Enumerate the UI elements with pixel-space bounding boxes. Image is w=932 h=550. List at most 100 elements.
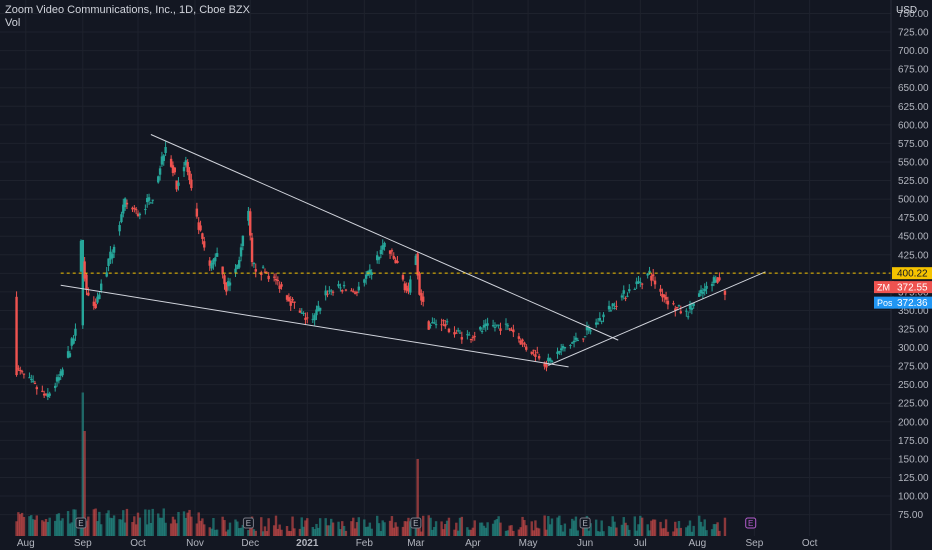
volume-bar xyxy=(17,512,20,536)
candle-body xyxy=(471,337,475,339)
volume-bar xyxy=(506,530,510,536)
volume-bar xyxy=(304,520,307,536)
volume-bar xyxy=(456,530,460,536)
candle-body xyxy=(109,251,112,260)
candle-body xyxy=(394,259,397,264)
candle-body xyxy=(703,288,706,292)
price-label-name: ZM xyxy=(877,283,890,293)
price-label-tag xyxy=(874,296,894,309)
volume-bar xyxy=(431,529,434,536)
candle-body xyxy=(291,298,294,301)
volume-bar xyxy=(100,524,103,536)
volume-bar xyxy=(422,515,425,536)
volume-bar xyxy=(686,525,690,536)
candle-body xyxy=(177,182,180,186)
x-tick-label: Oct xyxy=(130,538,146,549)
earnings-marker[interactable]: E xyxy=(75,517,87,529)
grid xyxy=(0,0,891,536)
earnings-icon[interactable] xyxy=(410,517,422,529)
candle-body xyxy=(422,296,425,302)
candle-body xyxy=(190,179,193,189)
candle-body xyxy=(203,241,206,248)
volume-bar xyxy=(661,528,664,536)
candle-body xyxy=(208,260,211,266)
volume-bar xyxy=(151,508,154,536)
candle-body xyxy=(456,330,460,332)
volume-bar xyxy=(572,520,576,536)
candle-body xyxy=(545,363,548,368)
candle-body xyxy=(723,290,727,295)
trendline[interactable] xyxy=(150,134,619,341)
volume-indicator-label[interactable]: Vol xyxy=(5,17,21,29)
volume-bar xyxy=(550,518,554,536)
time-axis[interactable]: Aug Sep Oct Nov Dec 2021 Feb Mar Apr May Jun Jul Aug… xyxy=(17,538,818,549)
candle-body xyxy=(414,255,418,265)
earnings-marker[interactable]: E xyxy=(579,517,591,529)
candle-body xyxy=(55,377,59,382)
currency-label[interactable]: USD xyxy=(896,5,918,16)
candle-body xyxy=(352,291,355,293)
candle-body xyxy=(151,199,154,201)
volume-bar xyxy=(370,528,373,536)
volume-bar xyxy=(42,521,46,536)
candle-body xyxy=(455,332,458,334)
candle-body xyxy=(663,294,666,298)
volume-bar xyxy=(157,513,160,536)
volume-bar xyxy=(215,529,219,536)
volume-bar xyxy=(615,527,618,536)
candle-body xyxy=(66,351,70,358)
candle-body xyxy=(59,371,62,376)
candle-body xyxy=(692,303,695,307)
volume-bar xyxy=(626,525,629,536)
volume-bar xyxy=(298,528,302,536)
volume-bar xyxy=(473,520,476,536)
volume-bar xyxy=(263,526,267,536)
candle-body xyxy=(44,393,48,395)
y-tick-label: 100.00 xyxy=(898,492,929,503)
volume-bar xyxy=(587,530,590,536)
earnings-icon[interactable] xyxy=(242,517,254,529)
candle-body xyxy=(199,225,202,231)
volume-bar xyxy=(317,527,320,536)
price-label-post: Post 372.36 xyxy=(874,296,932,309)
price-axis[interactable]: 75.00 100.00 125.00 150.00 175.00 200.00 225.0… xyxy=(898,9,929,521)
candle-body xyxy=(210,263,213,269)
candle-body xyxy=(615,305,618,307)
earnings-marker[interactable]: E xyxy=(410,517,422,529)
symbol-title[interactable]: Zoom Video Communications, Inc., 1D, Cbo… xyxy=(5,4,250,16)
volume-bar xyxy=(517,529,521,536)
candle-body xyxy=(534,354,537,357)
volume-bar xyxy=(600,520,603,536)
candle-body xyxy=(664,296,668,300)
volume-bar xyxy=(214,529,217,536)
volume-bar xyxy=(19,514,22,536)
earnings-marker[interactable]: E xyxy=(745,517,757,529)
volume-bars xyxy=(15,392,727,536)
volume-bar xyxy=(576,530,579,536)
earnings-icon[interactable] xyxy=(75,517,87,529)
volume-bar xyxy=(648,530,651,536)
candle-body xyxy=(585,326,589,331)
volume-bar xyxy=(252,529,256,536)
candle-body xyxy=(306,317,309,319)
earnings-marker[interactable]: E xyxy=(242,517,254,529)
candle-body xyxy=(635,281,638,285)
volume-bar xyxy=(105,513,108,536)
candle-body xyxy=(497,324,500,326)
volume-bar xyxy=(679,527,682,536)
volume-bar xyxy=(158,517,162,536)
candle-body xyxy=(212,259,215,265)
trendline[interactable] xyxy=(548,271,766,366)
earnings-icon[interactable] xyxy=(745,517,757,529)
volume-bar xyxy=(311,527,314,536)
earnings-icon[interactable] xyxy=(579,517,591,529)
candle-body xyxy=(287,297,291,302)
volume-bar xyxy=(149,522,153,536)
trendline[interactable] xyxy=(60,284,569,368)
y-tick-label: 650.00 xyxy=(898,83,929,94)
volume-bar xyxy=(203,524,206,536)
candle-body xyxy=(409,279,412,293)
y-tick-label: 125.00 xyxy=(898,473,929,484)
candle-body xyxy=(169,158,173,167)
